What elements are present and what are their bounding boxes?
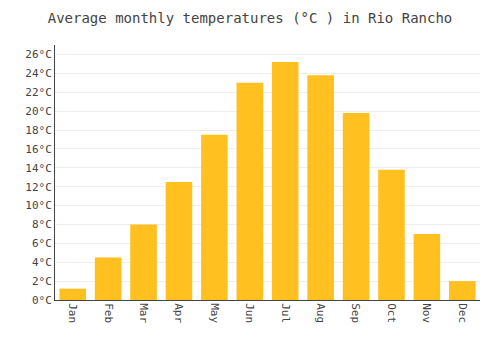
svg-text:Mar: Mar [137, 303, 150, 323]
svg-text:18°C: 18°C [25, 124, 52, 137]
svg-text:26°C: 26°C [25, 48, 52, 61]
svg-text:Dec: Dec [456, 303, 469, 323]
svg-text:24°C: 24°C [25, 67, 52, 80]
svg-text:10°C: 10°C [25, 199, 52, 212]
svg-text:Average monthly temperatures (: Average monthly temperatures (°C ) in Ri… [48, 10, 453, 26]
svg-text:16°C: 16°C [25, 143, 52, 156]
svg-text:Aug: Aug [314, 303, 327, 323]
svg-text:4°C: 4°C [32, 256, 52, 269]
svg-text:Feb: Feb [102, 303, 115, 323]
svg-text:Jun: Jun [243, 303, 256, 323]
svg-text:Jul: Jul [279, 303, 292, 323]
svg-text:14°C: 14°C [25, 162, 52, 175]
svg-text:Jan: Jan [66, 303, 79, 323]
svg-text:8°C: 8°C [32, 218, 52, 231]
svg-text:6°C: 6°C [32, 237, 52, 250]
svg-text:Oct: Oct [385, 303, 398, 323]
svg-text:22°C: 22°C [25, 86, 52, 99]
svg-text:Sep: Sep [349, 303, 362, 323]
svg-text:Apr: Apr [172, 303, 185, 323]
svg-text:May: May [208, 303, 221, 323]
svg-text:Nov: Nov [420, 303, 433, 323]
svg-text:0°C: 0°C [32, 294, 52, 307]
svg-text:2°C: 2°C [32, 275, 52, 288]
svg-text:20°C: 20°C [25, 105, 52, 118]
svg-text:12°C: 12°C [25, 181, 52, 194]
